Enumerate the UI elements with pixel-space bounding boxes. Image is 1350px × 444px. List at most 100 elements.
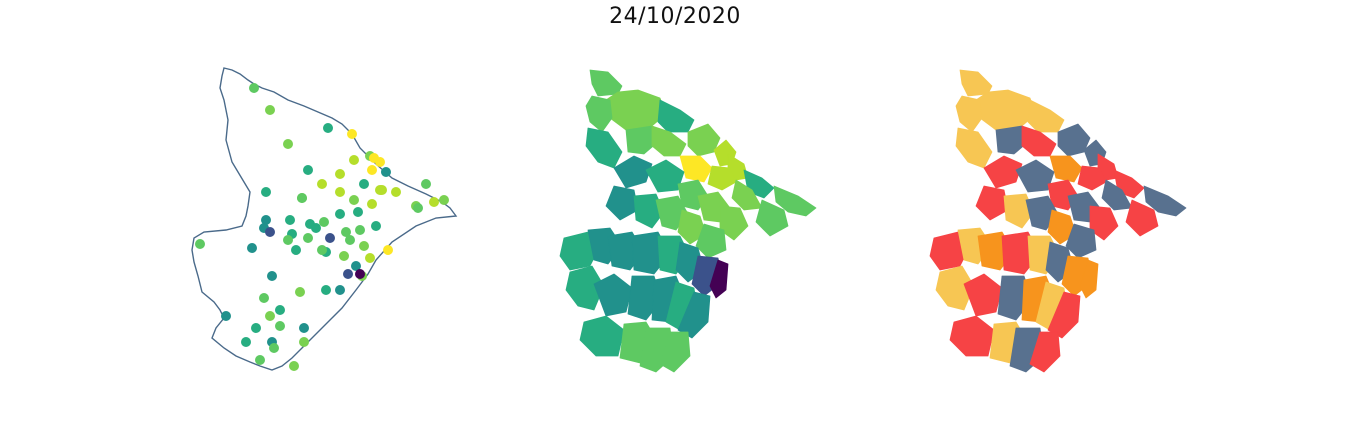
- station-point: [335, 209, 345, 219]
- station-point: [269, 343, 279, 353]
- municipality-polygon: [727, 153, 749, 181]
- municipality-polygon: [719, 205, 749, 241]
- station-point: [261, 187, 271, 197]
- station-point: [283, 235, 293, 245]
- station-point: [345, 235, 355, 245]
- station-point: [421, 179, 431, 189]
- class-polygon-high: [1089, 205, 1119, 241]
- station-point: [323, 123, 333, 133]
- class-polygon-low: [955, 95, 983, 133]
- municipality-polygon: [645, 159, 685, 193]
- class-polygon-medium: [1047, 209, 1077, 245]
- station-point: [339, 251, 349, 261]
- station-point: [265, 311, 275, 321]
- class-polygon-low: [1027, 99, 1065, 133]
- station-point: [367, 165, 377, 175]
- state-outline: [191, 67, 458, 371]
- station-point: [265, 105, 275, 115]
- station-point: [343, 269, 353, 279]
- station-point: [261, 215, 271, 225]
- station-point: [413, 203, 423, 213]
- class-polygon-low: [955, 127, 993, 169]
- continuous-choropleth-map: [548, 60, 838, 390]
- station-point: [275, 321, 285, 331]
- station-point: [341, 227, 351, 237]
- station-point: [359, 241, 369, 251]
- station-point: [297, 193, 307, 203]
- station-point: [335, 285, 345, 295]
- station-point: [247, 243, 257, 253]
- class-polygon-high: [949, 315, 995, 357]
- class-polygon-medium: [1079, 259, 1099, 299]
- station-point: [291, 245, 301, 255]
- station-point: [195, 239, 205, 249]
- station-point: [355, 225, 365, 235]
- station-points-map: [180, 60, 470, 390]
- station-point: [303, 233, 313, 243]
- station-point: [241, 337, 251, 347]
- municipality-polygon: [677, 209, 707, 245]
- station-points: [195, 83, 449, 371]
- class-polygon-very-high: [1015, 159, 1055, 193]
- class-polygon-medium: [1049, 155, 1083, 183]
- station-point: [317, 245, 327, 255]
- class-polygon-low: [935, 265, 975, 311]
- station-point: [259, 293, 269, 303]
- station-point: [321, 285, 331, 295]
- class-polygon-very-high: [1065, 223, 1097, 259]
- municipality-polygons: [559, 69, 817, 373]
- station-point: [249, 83, 259, 93]
- municipality-polygon: [755, 199, 789, 237]
- station-point: [251, 323, 261, 333]
- station-point: [303, 165, 313, 175]
- municipality-polygon: [565, 265, 605, 311]
- station-point: [375, 157, 385, 167]
- station-point: [311, 223, 321, 233]
- station-point: [295, 287, 305, 297]
- station-point: [439, 195, 449, 205]
- municipality-polygon: [731, 179, 763, 211]
- station-point: [371, 221, 381, 231]
- station-point: [317, 179, 327, 189]
- class-polygons: [929, 69, 1187, 373]
- station-point: [299, 337, 309, 347]
- categorical-choropleth-svg: [929, 69, 1187, 373]
- station-point: [349, 155, 359, 165]
- class-polygon-high: [1047, 291, 1081, 339]
- continuous-choropleth-svg: [559, 69, 817, 373]
- municipality-polygon: [625, 125, 659, 155]
- station-point: [349, 195, 359, 205]
- station-point: [353, 207, 363, 217]
- station-point: [367, 199, 377, 209]
- municipality-polygon: [659, 331, 691, 373]
- class-polygon-high: [963, 273, 1003, 317]
- municipality-polygon: [773, 185, 817, 217]
- class-polygon-very-high: [1101, 179, 1133, 211]
- class-polygon-high: [975, 185, 1009, 221]
- station-point: [391, 187, 401, 197]
- station-point: [355, 269, 365, 279]
- station-point: [283, 139, 293, 149]
- class-polygon-high: [983, 155, 1023, 189]
- station-point: [299, 323, 309, 333]
- municipality-polygon: [707, 165, 737, 191]
- station-point: [285, 215, 295, 225]
- station-point: [381, 167, 391, 177]
- class-polygon-high: [1077, 165, 1107, 191]
- municipality-polygon: [679, 155, 713, 183]
- municipality-polygon: [677, 291, 711, 339]
- station-point: [335, 187, 345, 197]
- station-point: [351, 261, 361, 271]
- municipality-polygon: [613, 155, 653, 189]
- class-polygon-high: [1097, 153, 1119, 181]
- municipality-polygon: [695, 223, 727, 259]
- class-polygon-very-high: [1143, 185, 1187, 217]
- station-point: [347, 129, 357, 139]
- station-point: [265, 227, 275, 237]
- station-point: [289, 361, 299, 371]
- class-polygon-very-high: [1057, 123, 1091, 157]
- station-point: [375, 185, 385, 195]
- municipality-polygon: [657, 99, 695, 133]
- class-polygon-high: [1029, 331, 1061, 373]
- station-point: [319, 217, 329, 227]
